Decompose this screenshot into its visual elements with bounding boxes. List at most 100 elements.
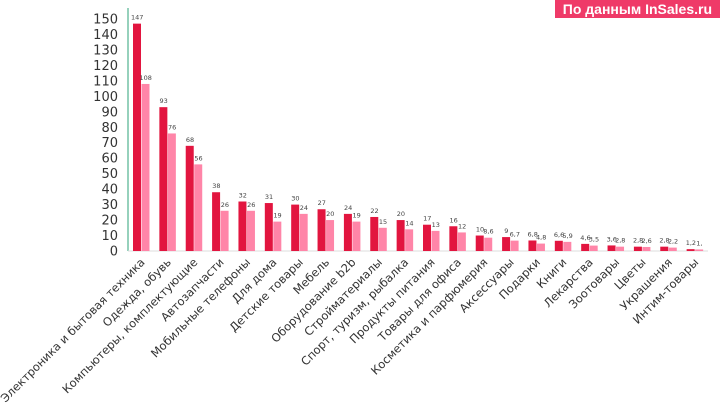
- bar-series-2: [431, 230, 440, 251]
- data-label: 31: [265, 193, 273, 201]
- bar-series-2: [616, 246, 625, 251]
- bar-series-2: [457, 232, 466, 251]
- bar-series-1: [396, 220, 405, 251]
- data-label: 2,8: [615, 237, 625, 245]
- data-label: 24: [300, 204, 308, 212]
- bar-series-2: [642, 246, 651, 251]
- data-label: 3,6: [607, 235, 617, 243]
- data-label: 56: [194, 154, 202, 162]
- data-label: 38: [212, 182, 220, 190]
- data-label: 1,: [696, 239, 702, 247]
- bar-series-2: [326, 220, 335, 251]
- data-label: 22: [370, 207, 378, 215]
- y-tick-label: 20: [101, 214, 118, 229]
- data-label: 2,8: [633, 237, 643, 245]
- data-label: 30: [291, 195, 299, 203]
- source-badge: По данным InSales.ru: [554, 0, 720, 18]
- data-label: 6,7: [510, 231, 520, 239]
- bar-series-1: [449, 226, 458, 251]
- bar-series-1: [554, 240, 563, 251]
- data-label: 2,6: [641, 237, 651, 245]
- data-label: 12: [458, 222, 466, 230]
- bar-series-2: [352, 221, 361, 251]
- data-label: 8,6: [483, 228, 493, 236]
- data-label: 147: [131, 14, 143, 22]
- y-tick-label: 70: [101, 136, 118, 151]
- data-label: 20: [326, 210, 334, 218]
- data-label: 17: [423, 215, 431, 223]
- y-tick-label: 50: [101, 167, 118, 182]
- bars: [133, 23, 704, 252]
- bar-series-2: [220, 210, 229, 251]
- bar-series-1: [475, 235, 484, 251]
- bar-series-1: [343, 213, 352, 251]
- y-tick-label: 0: [110, 245, 118, 260]
- bar-series-1: [133, 23, 141, 251]
- bar-series-2: [510, 240, 519, 251]
- bar-series-1: [686, 249, 695, 251]
- data-label: 19: [273, 212, 281, 220]
- bar-series-1: [502, 237, 511, 251]
- bar-series-1: [581, 243, 590, 251]
- data-label: 3,5: [589, 236, 599, 244]
- data-label: 108: [140, 74, 152, 82]
- data-label: 4,6: [580, 234, 590, 242]
- bar-series-1: [159, 107, 168, 251]
- bar-series-1: [607, 245, 616, 251]
- bar-series-2: [167, 133, 176, 251]
- bar-series-2: [141, 83, 150, 252]
- bar-series-2: [405, 229, 414, 251]
- bar-series-1: [291, 204, 300, 251]
- data-label: 6,8: [528, 230, 538, 238]
- y-tick-label: 90: [101, 105, 118, 120]
- bar-series-1: [317, 209, 326, 251]
- bar-series-2: [273, 221, 282, 251]
- bar-series-2: [246, 210, 255, 251]
- data-label: 9: [504, 227, 508, 235]
- bar-series-2: [536, 243, 545, 251]
- data-labels: 1471089376685638263226311930242720241922…: [131, 14, 702, 248]
- y-tick-label: 110: [93, 74, 118, 89]
- data-label: 5,9: [562, 232, 572, 240]
- bar-series-2: [695, 249, 704, 251]
- bar-series-1: [423, 224, 431, 251]
- data-label: 24: [344, 204, 352, 212]
- bar-series-1: [633, 246, 642, 251]
- bar-series-1: [238, 201, 247, 251]
- bar-series-2: [194, 164, 203, 251]
- y-tick-label: 30: [101, 198, 118, 213]
- data-label: 20: [397, 210, 405, 218]
- data-label: 6,6: [554, 231, 564, 239]
- data-label: 15: [379, 218, 387, 226]
- y-tick-label: 40: [101, 183, 118, 198]
- bar-series-2: [563, 241, 572, 251]
- bar-series-1: [264, 203, 273, 251]
- bar-series-1: [528, 240, 537, 251]
- data-label: 13: [432, 221, 440, 229]
- y-tick-label: 130: [93, 43, 118, 58]
- bar-series-2: [378, 227, 387, 251]
- y-tick-label: 120: [93, 59, 118, 74]
- data-label: 10: [476, 226, 484, 234]
- data-label: 1,2: [686, 239, 696, 247]
- y-tick-label: 10: [101, 229, 118, 244]
- data-label: 76: [168, 123, 176, 131]
- bar-series-2: [484, 237, 493, 251]
- data-label: 2,8: [659, 237, 669, 245]
- bar-series-1: [660, 246, 669, 251]
- y-tick-label: 60: [101, 152, 118, 167]
- data-label: 32: [239, 192, 247, 200]
- y-tick-label: 80: [101, 121, 118, 136]
- data-label: 93: [159, 97, 167, 105]
- y-tick-label: 140: [93, 28, 118, 43]
- data-label: 19: [353, 212, 361, 220]
- bar-series-1: [212, 192, 221, 251]
- bar-series-1: [370, 216, 379, 251]
- y-tick-label: 100: [93, 90, 118, 105]
- data-label: 27: [318, 199, 326, 207]
- data-label: 4,8: [536, 234, 546, 242]
- bar-series-1: [185, 145, 194, 251]
- data-label: 68: [186, 136, 194, 144]
- bar-series-2: [668, 247, 677, 251]
